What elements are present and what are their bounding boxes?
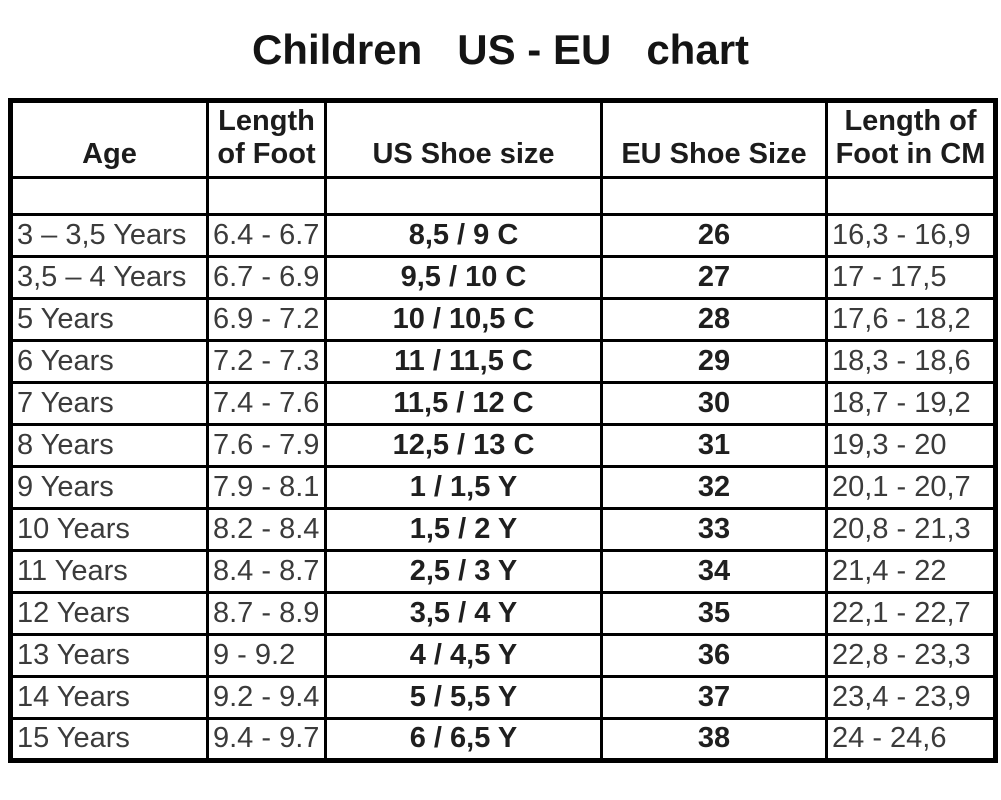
table-row: 6 Years 7.2 - 7.3 11 / 11,5 C 29 18,3 - … [9, 338, 997, 384]
length-of-foot-cm-cell: 17 - 17,5 [825, 254, 997, 300]
age-cell: 5 Years [9, 296, 209, 342]
eu-shoe-size-cell: 27 [600, 254, 828, 300]
length-of-foot-cm-cell: 21,4 - 22 [825, 548, 997, 594]
page-title: Children US - EU chart [251, 26, 750, 73]
us-shoe-size-cell: 8,5 / 9 C [324, 212, 603, 258]
table-row: 5 Years 6.9 - 7.2 10 / 10,5 C 28 17,6 - … [9, 296, 997, 342]
age-cell: 11 Years [9, 548, 209, 594]
spacer-cell [9, 175, 209, 216]
age-cell: 8 Years [9, 422, 209, 468]
length-of-foot-cm-cell: 20,8 - 21,3 [825, 506, 997, 552]
length-of-foot-cell: 7.9 - 8.1 [206, 464, 327, 510]
table-row: 9 Years 7.9 - 8.1 1 / 1,5 Y 32 20,1 - 20… [9, 464, 997, 510]
header-length-of-foot-cm: Length of Foot in CM [825, 99, 997, 179]
eu-shoe-size-cell: 35 [600, 590, 828, 636]
us-shoe-size-cell: 12,5 / 13 C [324, 422, 603, 468]
age-cell: 12 Years [9, 590, 209, 636]
header-us-shoe-size: US Shoe size [324, 99, 603, 179]
length-of-foot-cell: 9 - 9.2 [206, 632, 327, 678]
length-of-foot-cell: 8.2 - 8.4 [206, 506, 327, 552]
eu-shoe-size-cell: 29 [600, 338, 828, 384]
spacer-row [9, 175, 997, 216]
eu-shoe-size-cell: 28 [600, 296, 828, 342]
length-of-foot-cm-cell: 22,8 - 23,3 [825, 632, 997, 678]
spacer-cell [825, 175, 997, 216]
length-of-foot-cell: 6.9 - 7.2 [206, 296, 327, 342]
table-row: 14 Years 9.2 - 9.4 5 / 5,5 Y 37 23,4 - 2… [9, 674, 997, 720]
table-row: 7 Years 7.4 - 7.6 11,5 / 12 C 30 18,7 - … [9, 380, 997, 426]
us-shoe-size-cell: 1,5 / 2 Y [324, 506, 603, 552]
us-shoe-size-cell: 4 / 4,5 Y [324, 632, 603, 678]
length-of-foot-cell: 8.4 - 8.7 [206, 548, 327, 594]
us-shoe-size-cell: 3,5 / 4 Y [324, 590, 603, 636]
table-row: 3 – 3,5 Years 6.4 - 6.7 8,5 / 9 C 26 16,… [9, 212, 997, 258]
us-shoe-size-cell: 5 / 5,5 Y [324, 674, 603, 720]
length-of-foot-cm-cell: 19,3 - 20 [825, 422, 997, 468]
header-row: Age Length of Foot US Shoe size EU Shoe … [9, 99, 997, 179]
header-length-of-foot: Length of Foot [206, 99, 327, 179]
us-shoe-size-cell: 11,5 / 12 C [324, 380, 603, 426]
length-of-foot-cm-cell: 16,3 - 16,9 [825, 212, 997, 258]
age-cell: 10 Years [9, 506, 209, 552]
table-row: 11 Years 8.4 - 8.7 2,5 / 3 Y 34 21,4 - 2… [9, 548, 997, 594]
us-shoe-size-cell: 10 / 10,5 C [324, 296, 603, 342]
eu-shoe-size-cell: 26 [600, 212, 828, 258]
eu-shoe-size-cell: 32 [600, 464, 828, 510]
length-of-foot-cell: 7.2 - 7.3 [206, 338, 327, 384]
length-of-foot-cm-cell: 17,6 - 18,2 [825, 296, 997, 342]
length-of-foot-cm-cell: 18,3 - 18,6 [825, 338, 997, 384]
table-row: 15 Years 9.4 - 9.7 6 / 6,5 Y 38 24 - 24,… [9, 716, 997, 762]
spacer-cell [206, 175, 327, 216]
length-of-foot-cm-cell: 22,1 - 22,7 [825, 590, 997, 636]
spacer-cell [600, 175, 828, 216]
table-row: 8 Years 7.6 - 7.9 12,5 / 13 C 31 19,3 - … [9, 422, 997, 468]
us-shoe-size-cell: 9,5 / 10 C [324, 254, 603, 300]
length-of-foot-cell: 6.4 - 6.7 [206, 212, 327, 258]
spacer-cell [324, 175, 603, 216]
length-of-foot-cell: 6.7 - 6.9 [206, 254, 327, 300]
length-of-foot-cell: 7.6 - 7.9 [206, 422, 327, 468]
eu-shoe-size-cell: 34 [600, 548, 828, 594]
length-of-foot-cell: 9.4 - 9.7 [206, 716, 327, 762]
size-conversion-table: Age Length of Foot US Shoe size EU Shoe … [8, 98, 998, 763]
length-of-foot-cm-cell: 23,4 - 23,9 [825, 674, 997, 720]
eu-shoe-size-cell: 38 [600, 716, 828, 762]
age-cell: 7 Years [9, 380, 209, 426]
age-cell: 15 Years [9, 716, 209, 762]
us-shoe-size-cell: 1 / 1,5 Y [324, 464, 603, 510]
age-cell: 3 – 3,5 Years [9, 212, 209, 258]
length-of-foot-cm-cell: 20,1 - 20,7 [825, 464, 997, 510]
table-row: 12 Years 8.7 - 8.9 3,5 / 4 Y 35 22,1 - 2… [9, 590, 997, 636]
eu-shoe-size-cell: 30 [600, 380, 828, 426]
length-of-foot-cell: 9.2 - 9.4 [206, 674, 327, 720]
us-shoe-size-cell: 2,5 / 3 Y [324, 548, 603, 594]
header-age: Age [9, 99, 209, 179]
table-header: Age Length of Foot US Shoe size EU Shoe … [9, 99, 997, 179]
eu-shoe-size-cell: 37 [600, 674, 828, 720]
age-cell: 14 Years [9, 674, 209, 720]
eu-shoe-size-cell: 31 [600, 422, 828, 468]
us-shoe-size-cell: 6 / 6,5 Y [324, 716, 603, 762]
table-row: 10 Years 8.2 - 8.4 1,5 / 2 Y 33 20,8 - 2… [9, 506, 997, 552]
length-of-foot-cell: 8.7 - 8.9 [206, 590, 327, 636]
age-cell: 13 Years [9, 632, 209, 678]
us-shoe-size-cell: 11 / 11,5 C [324, 338, 603, 384]
table-row: 13 Years 9 - 9.2 4 / 4,5 Y 36 22,8 - 23,… [9, 632, 997, 678]
age-cell: 9 Years [9, 464, 209, 510]
age-cell: 6 Years [9, 338, 209, 384]
length-of-foot-cm-cell: 24 - 24,6 [825, 716, 997, 762]
age-cell: 3,5 – 4 Years [9, 254, 209, 300]
header-eu-shoe-size: EU Shoe Size [600, 99, 828, 179]
length-of-foot-cm-cell: 18,7 - 19,2 [825, 380, 997, 426]
length-of-foot-cell: 7.4 - 7.6 [206, 380, 327, 426]
eu-shoe-size-cell: 33 [600, 506, 828, 552]
eu-shoe-size-cell: 36 [600, 632, 828, 678]
table-body: 3 – 3,5 Years 6.4 - 6.7 8,5 / 9 C 26 16,… [9, 175, 997, 762]
table-row: 3,5 – 4 Years 6.7 - 6.9 9,5 / 10 C 27 17… [9, 254, 997, 300]
